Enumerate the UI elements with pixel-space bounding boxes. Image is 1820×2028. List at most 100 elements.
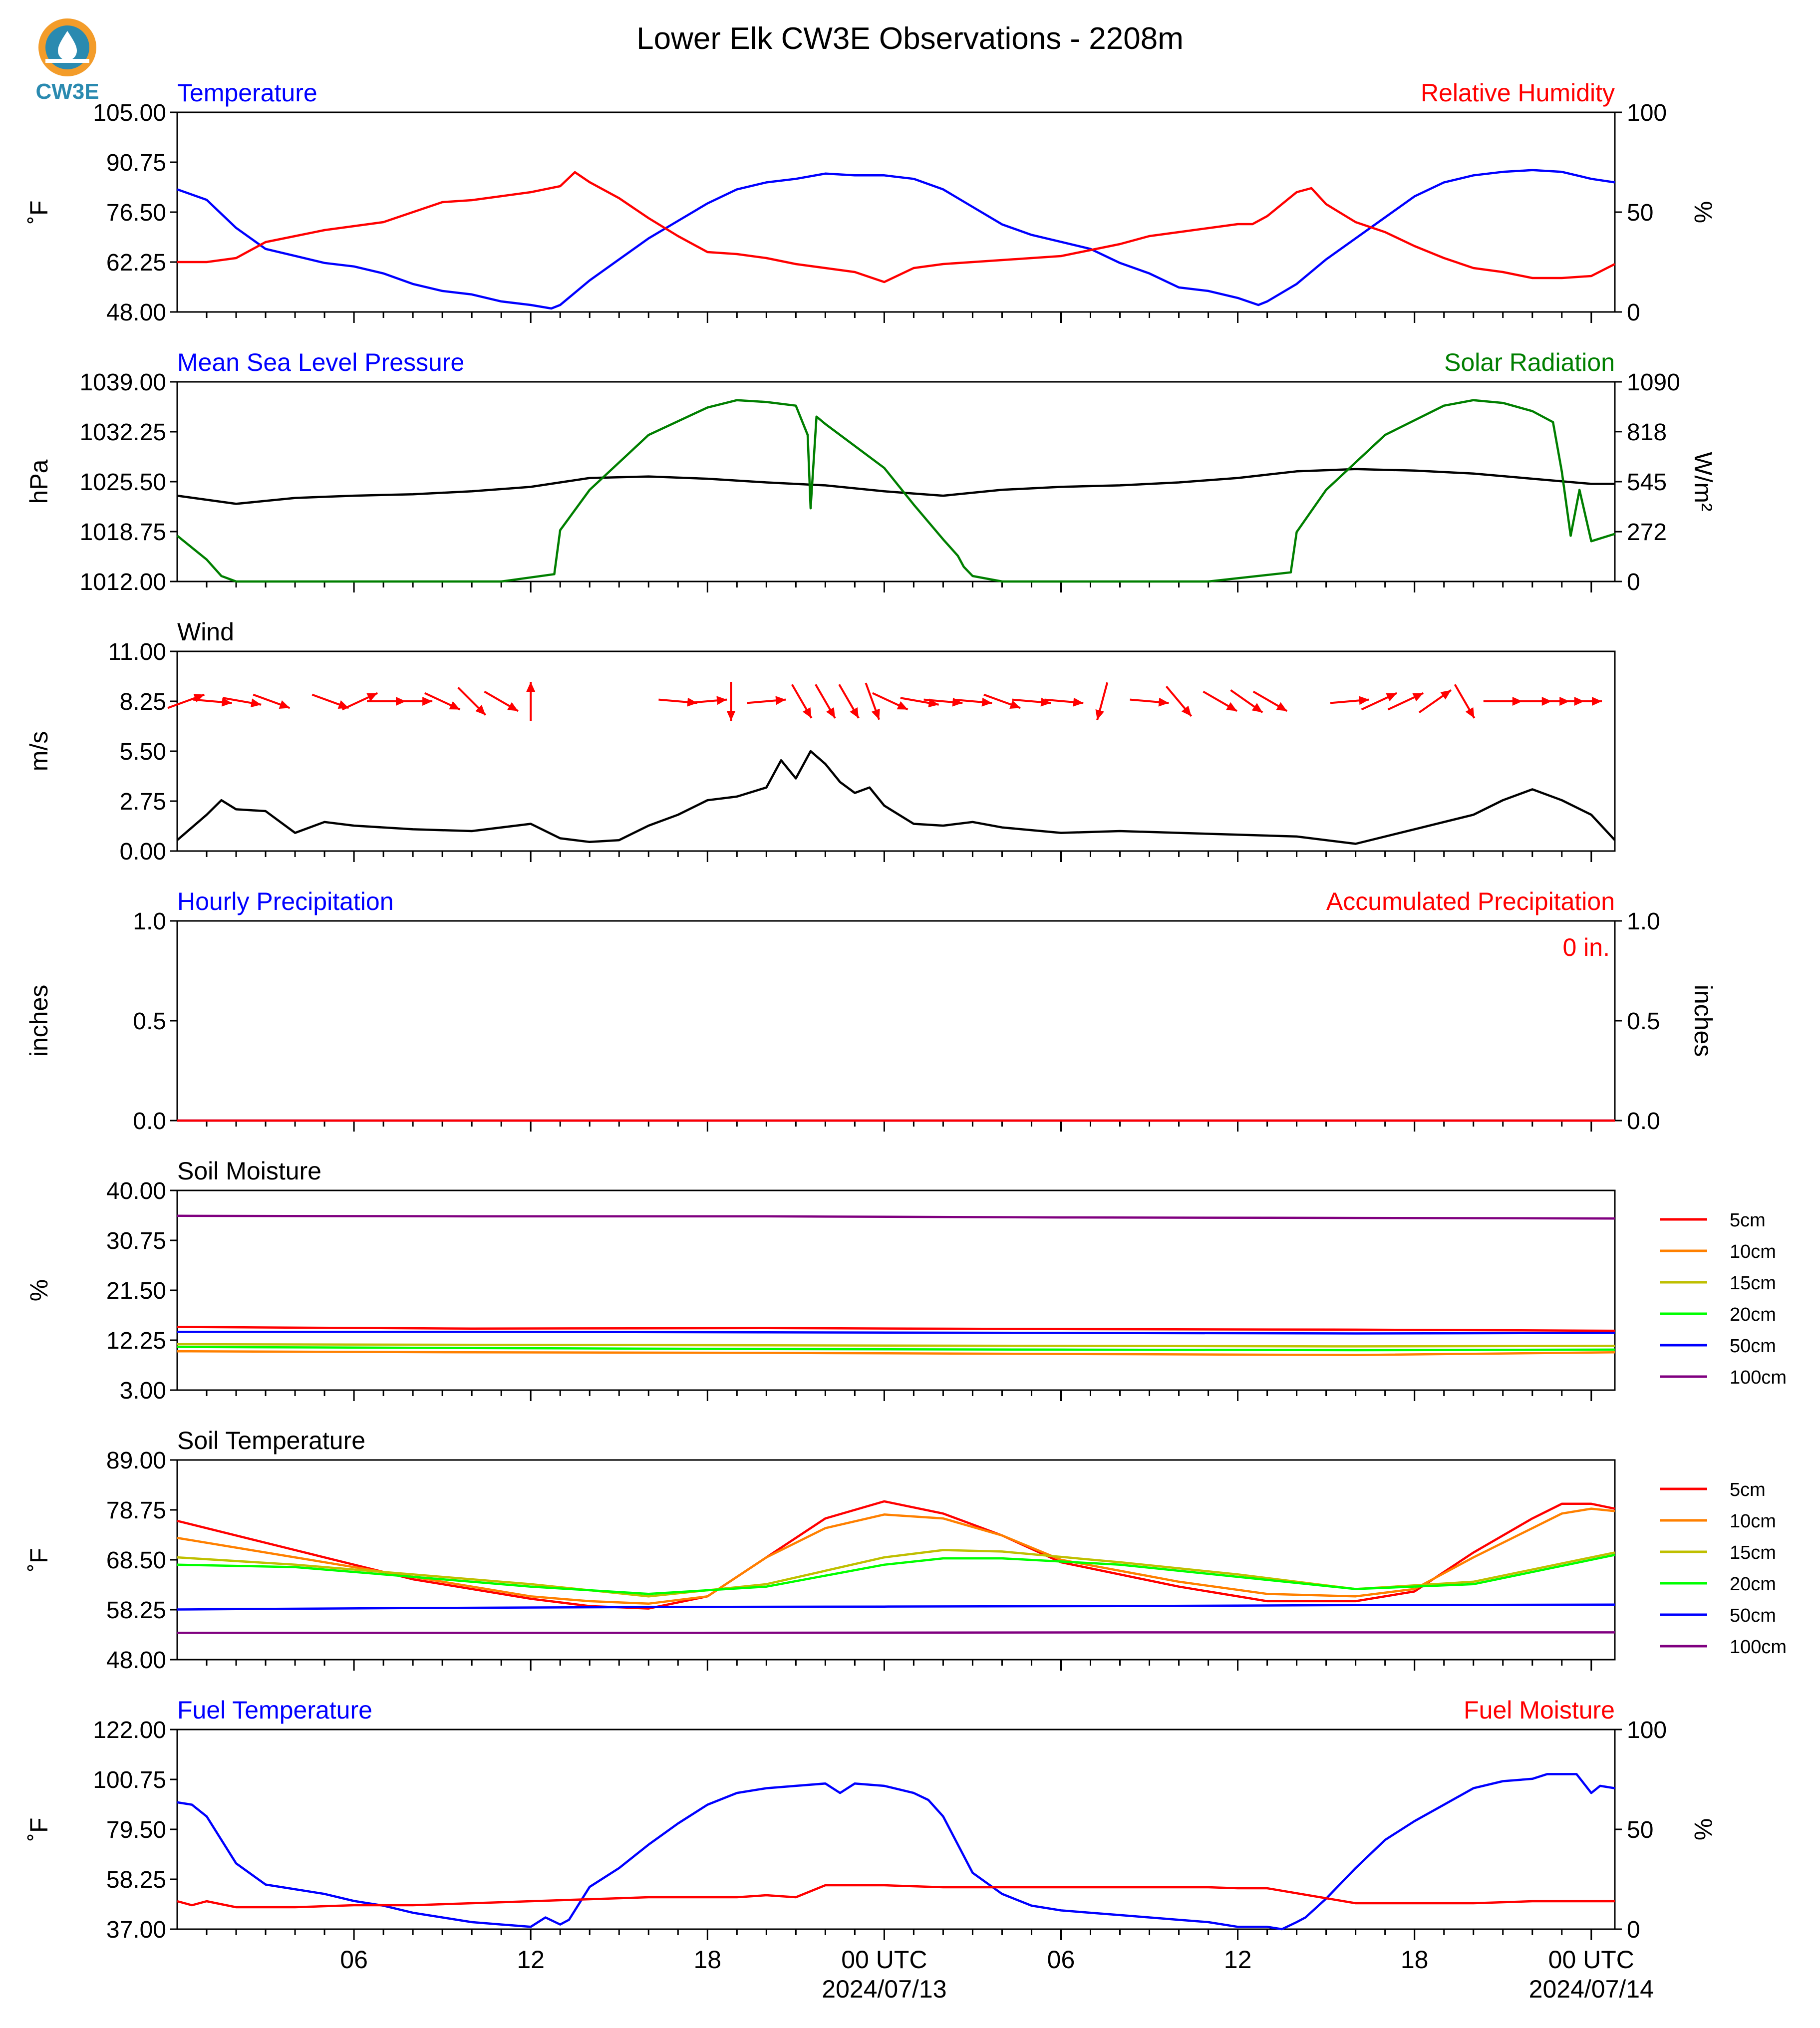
y-tick-label: 1039.00 xyxy=(79,369,166,396)
y-axis-label-left: ˚F xyxy=(25,200,53,224)
y-axis-label-right: inches xyxy=(1689,985,1717,1057)
wind-arrow xyxy=(253,693,291,709)
wind-arrows xyxy=(167,682,1602,721)
series-line xyxy=(177,1330,1615,1335)
y-tick-label: 79.50 xyxy=(106,1817,166,1843)
x-tick-label: 12 xyxy=(517,1946,545,1974)
wind-arrow xyxy=(1095,682,1109,721)
series-line xyxy=(177,1631,1615,1634)
y-axis-label-right: % xyxy=(1689,201,1717,223)
y-tick-label: 8.25 xyxy=(120,689,166,715)
y-tick-label-right: 0 xyxy=(1627,569,1640,595)
legend-label: 20cm xyxy=(1730,1304,1776,1325)
panel-title-left: Soil Moisture xyxy=(177,1157,321,1185)
panel-title-right: Fuel Moisture xyxy=(1464,1696,1615,1724)
wind-arrow xyxy=(838,684,860,719)
wind-arrow xyxy=(815,684,836,719)
x-tick-label: 00 UTC xyxy=(1548,1946,1634,1974)
chart-panel-6: 48.00 58.25 68.50 78.75 89.00 Soil Temperatur… xyxy=(25,1427,1787,1674)
y-tick-label: 11.00 xyxy=(108,639,166,665)
wind-arrow xyxy=(223,697,262,708)
y-tick-label: 105.00 xyxy=(93,100,166,126)
series-line xyxy=(177,171,1616,284)
y-tick-label-right: 0.5 xyxy=(1627,1008,1660,1035)
cw3e-logo: CW3E xyxy=(25,15,125,105)
y-tick-label: 1018.75 xyxy=(79,519,166,546)
wind-arrow xyxy=(791,684,813,719)
plot-frame xyxy=(176,1459,1616,1661)
x-date-label: 2024/07/14 xyxy=(1529,1975,1654,2003)
series-line xyxy=(176,750,1616,845)
panel-title-right: Relative Humidity xyxy=(1421,79,1615,107)
series-line xyxy=(177,1773,1615,1931)
y-tick-label: 68.50 xyxy=(106,1547,166,1574)
legend-label: 10cm xyxy=(1730,1241,1776,1262)
y-tick-label-right: 1.0 xyxy=(1627,908,1660,935)
x-date-label: 2024/07/13 xyxy=(822,1975,946,2003)
wind-arrow xyxy=(1387,692,1424,711)
panel-title-right: Solar Radiation xyxy=(1444,348,1615,376)
series-line xyxy=(177,1553,1615,1595)
wind-arrow xyxy=(1044,697,1084,707)
y-tick-label-right: 0.0 xyxy=(1627,1108,1660,1135)
series-line xyxy=(177,1346,1615,1352)
wind-arrow xyxy=(1361,692,1398,711)
series-line xyxy=(177,1214,1615,1220)
wind-arrow xyxy=(193,697,232,707)
wind-arrow xyxy=(726,682,736,721)
y-tick-label-right: 1090 xyxy=(1627,369,1680,396)
panel-title-left: Mean Sea Level Pressure xyxy=(177,348,464,376)
series-line xyxy=(177,1507,1615,1605)
y-tick-label: 122.00 xyxy=(93,1717,166,1743)
legend-label: 5cm xyxy=(1730,1210,1766,1231)
panel-title-left: Soil Temperature xyxy=(177,1427,365,1454)
logo-wave-icon xyxy=(45,59,89,63)
chart-panel-3: 0.00 2.75 5.50 8.25 11.00 Wind m/s xyxy=(25,618,1616,865)
wind-arrow xyxy=(393,697,433,706)
y-tick-label: 21.50 xyxy=(106,1278,166,1304)
y-tick-label: 90.75 xyxy=(106,150,166,176)
y-tick-label: 58.25 xyxy=(106,1597,166,1624)
wind-arrow xyxy=(526,682,536,721)
x-tick-label: 18 xyxy=(1401,1946,1429,1974)
wind-arrow xyxy=(484,690,519,712)
chart-legend: 5cm 10cm 15cm 20cm 50cm 100cm xyxy=(1660,1210,1787,1388)
panel-title-left: Temperature xyxy=(177,79,317,107)
legend-label: 10cm xyxy=(1730,1511,1776,1532)
x-tick-label: 06 xyxy=(340,1946,368,1974)
wind-arrow xyxy=(1230,689,1263,714)
x-tick-label: 06 xyxy=(1047,1946,1075,1974)
y-tick-label: 48.00 xyxy=(106,299,166,326)
series-line xyxy=(177,468,1615,505)
legend-label: 15cm xyxy=(1730,1542,1776,1563)
wind-arrow xyxy=(457,687,487,716)
plot-frame xyxy=(176,920,1616,1122)
plot-frame xyxy=(176,650,1616,852)
y-tick-label: 1025.50 xyxy=(79,469,166,496)
y-tick-label: 5.50 xyxy=(120,739,166,765)
wind-arrow xyxy=(1012,697,1051,707)
panel-title-left: Hourly Precipitation xyxy=(177,887,394,915)
wind-arrow xyxy=(424,692,461,711)
legend-label: 5cm xyxy=(1730,1479,1766,1500)
wind-arrow xyxy=(983,693,1021,709)
y-axis-label-left: ˚F xyxy=(25,1817,53,1841)
wind-arrow xyxy=(1454,684,1476,719)
series-line xyxy=(177,1350,1615,1356)
panel-title-left: Fuel Temperature xyxy=(177,1696,372,1724)
chart-panel-2: 1012.00 1018.75 1025.50 1032.25 1039.00 0 272 5… xyxy=(25,348,1717,595)
y-tick-label: 62.25 xyxy=(106,250,166,276)
y-tick-label-right: 50 xyxy=(1627,1817,1653,1843)
legend-label: 100cm xyxy=(1730,1367,1787,1388)
y-tick-label: 30.75 xyxy=(106,1228,166,1254)
y-tick-label: 1032.25 xyxy=(79,419,166,446)
series-line xyxy=(177,1549,1615,1598)
y-tick-label: 0.00 xyxy=(120,839,166,865)
y-tick-label-right: 100 xyxy=(1627,100,1667,126)
wind-arrow xyxy=(1330,696,1369,705)
wind-arrow xyxy=(1418,689,1452,714)
chart-panel-7: 37.00 58.25 79.50 100.75 122.00 0 50 100 Fuel Te… xyxy=(25,1696,1717,1943)
legend-label: 100cm xyxy=(1730,1637,1787,1658)
series-line xyxy=(176,399,1615,583)
